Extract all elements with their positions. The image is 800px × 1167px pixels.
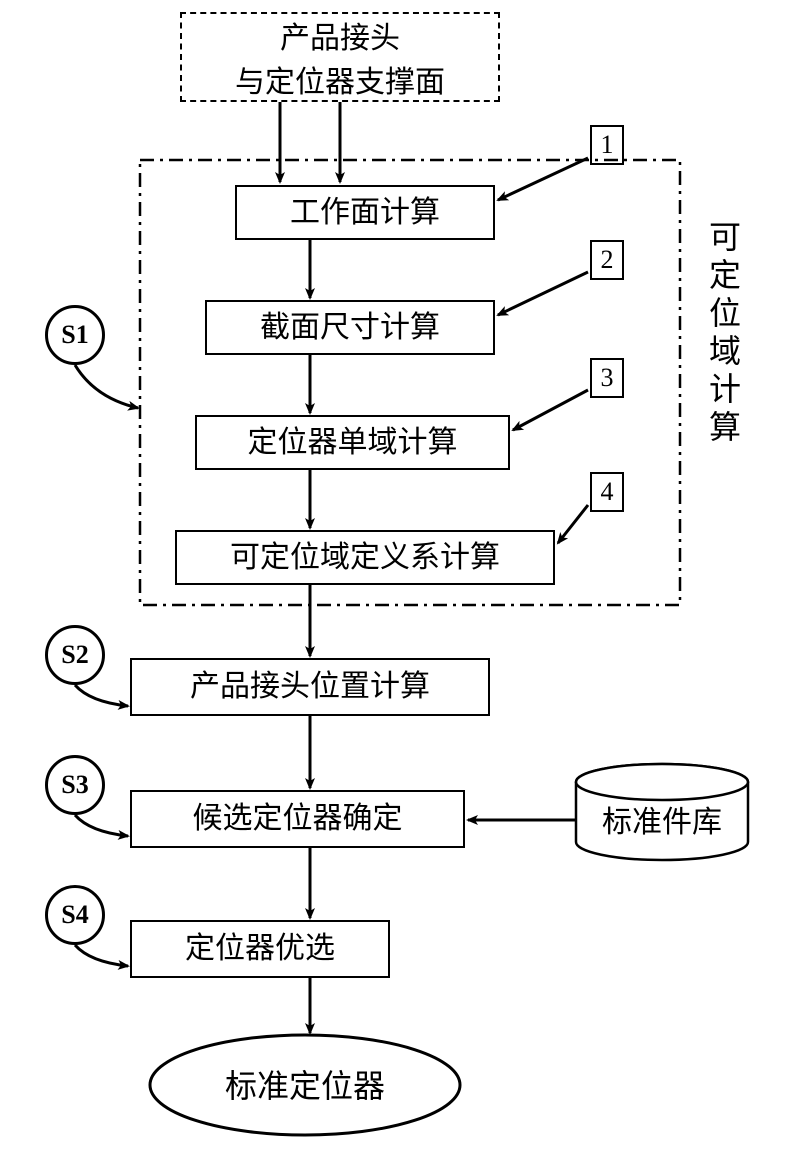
- step-b3: 定位器单域计算: [195, 415, 510, 470]
- num-2: 2: [590, 240, 624, 280]
- num-3-text: 3: [601, 363, 614, 393]
- num-1: 1: [590, 125, 624, 165]
- num-2-text: 2: [601, 245, 614, 275]
- num-4: 4: [590, 472, 624, 512]
- db-cylinder: [576, 764, 748, 860]
- group-side-label: 可定位域计算: [700, 220, 746, 448]
- end-label: 标准定位器: [225, 1068, 385, 1104]
- start-line1: 产品接头: [280, 13, 400, 57]
- step-s3-label: 候选定位器确定: [193, 801, 403, 837]
- circle-s4-text: S4: [61, 900, 88, 930]
- circle-s1-text: S1: [61, 320, 88, 350]
- step-b4: 可定位域定义系计算: [175, 530, 555, 585]
- step-b4-label: 可定位域定义系计算: [230, 540, 500, 576]
- step-s4-label: 定位器优选: [185, 931, 335, 967]
- step-b2-label: 截面尺寸计算: [260, 310, 440, 346]
- step-b3-label: 定位器单域计算: [248, 425, 458, 461]
- num-4-text: 4: [601, 477, 614, 507]
- step-b1: 工作面计算: [235, 185, 495, 240]
- circle-s2: S2: [45, 625, 105, 685]
- step-s2-label: 产品接头位置计算: [190, 669, 430, 705]
- circle-s2-text: S2: [61, 640, 88, 670]
- num-3: 3: [590, 358, 624, 398]
- db-label: 标准件库: [602, 806, 722, 839]
- step-s4: 定位器优选: [130, 920, 390, 978]
- circle-s3-text: S3: [61, 770, 88, 800]
- step-s2: 产品接头位置计算: [130, 658, 490, 716]
- step-b2: 截面尺寸计算: [205, 300, 495, 355]
- start-line2: 与定位器支撑面: [235, 57, 445, 101]
- step-b1-label: 工作面计算: [290, 195, 440, 231]
- circle-s1: S1: [45, 305, 105, 365]
- end-ellipse: [150, 1035, 460, 1135]
- circle-s4: S4: [45, 885, 105, 945]
- step-s3: 候选定位器确定: [130, 790, 465, 848]
- num-1-text: 1: [601, 130, 614, 160]
- start-box: 产品接头 与定位器支撑面: [180, 12, 500, 102]
- circle-s3: S3: [45, 755, 105, 815]
